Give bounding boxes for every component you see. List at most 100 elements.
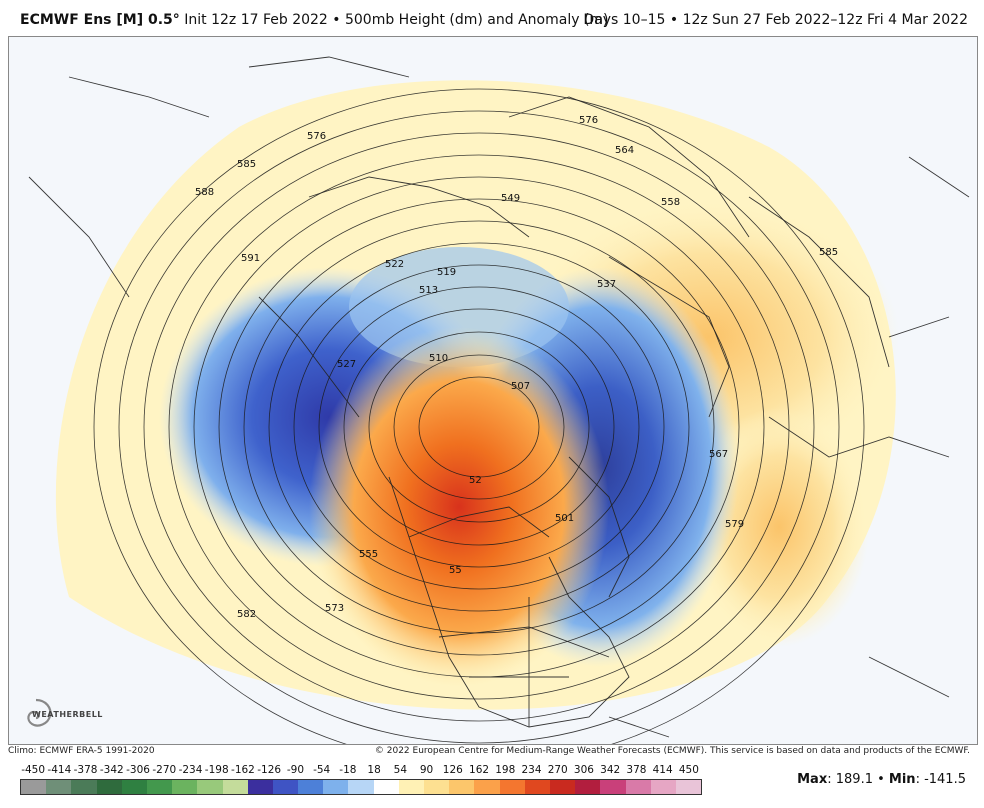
contour-label: 507 — [511, 381, 530, 392]
contour-label: 519 — [437, 267, 456, 278]
colorbar-swatch — [474, 780, 500, 794]
colorbar-swatch — [21, 780, 47, 794]
colorbar-tick-label: 234 — [521, 764, 542, 776]
valid-period: Days 10–15 • 12z Sun 27 Feb 2022–12z Fri… — [583, 12, 968, 28]
contour-label: 537 — [597, 279, 616, 290]
colorbar-swatch — [499, 780, 525, 794]
max-label: Max — [797, 772, 828, 787]
colorbar-tick-label: -198 — [204, 764, 229, 776]
colorbar-swatch — [398, 780, 424, 794]
contour-label: 510 — [429, 353, 448, 364]
contour-label: 582 — [237, 609, 256, 620]
contour-label: 55 — [449, 565, 462, 576]
anomaly-warm-northwest-america — [309, 327, 609, 687]
colorbar-tick-label: 126 — [442, 764, 463, 776]
colorbar-tick-label: 342 — [600, 764, 621, 776]
contour-label: 549 — [501, 193, 520, 204]
colorbar-tick-label: -162 — [231, 764, 255, 776]
contour-label: 501 — [555, 513, 574, 524]
colorbar-swatch — [373, 780, 399, 794]
contour-label: 564 — [615, 145, 634, 156]
colorbar-swatch — [197, 780, 223, 794]
colorbar-swatch — [121, 780, 147, 794]
contour-label: 527 — [337, 359, 356, 370]
contour-label: 585 — [819, 247, 838, 258]
colorbar-tick-label: -342 — [99, 764, 124, 776]
colorbar-swatch — [96, 780, 122, 794]
coastlines — [28, 56, 970, 738]
colorbar-tick-label: -378 — [73, 764, 98, 776]
colorbar — [20, 779, 702, 795]
colorbar-tick-label: 450 — [678, 764, 699, 776]
colorbar-tick-label: -234 — [178, 764, 203, 776]
colorbar-tick-label: 54 — [393, 764, 408, 776]
min-value: -141.5 — [924, 772, 966, 787]
colorbar-swatch — [222, 780, 248, 794]
colorbar-tick-label: -126 — [257, 764, 282, 776]
colorbar-tick-label: 306 — [573, 764, 594, 776]
colorbar-tick-label: -306 — [126, 764, 150, 776]
contour-label: 558 — [661, 197, 680, 208]
credits-bar: Climo: ECMWF ERA-5 1991-2020 © 2022 Euro… — [0, 746, 984, 758]
contour-label: 591 — [241, 253, 260, 264]
colorbar-swatch — [575, 780, 601, 794]
colorbar-tick-label: 414 — [652, 764, 673, 776]
min-label: Min — [888, 772, 916, 787]
contour-label: 576 — [579, 115, 598, 126]
colorbar-swatch — [625, 780, 651, 794]
max-min-stats: Max: 189.1 • Min: -141.5 — [797, 772, 966, 787]
colorbar-tick-label: 198 — [495, 764, 516, 776]
colorbar-swatch — [348, 780, 374, 794]
map-canvas: 576 585 588 591 522 519 513 510 507 527 … — [9, 37, 977, 744]
contour-label: 555 — [359, 549, 378, 560]
colorbar-tick-label: 378 — [626, 764, 647, 776]
colorbar-swatch — [71, 780, 97, 794]
colorbar-tick-label: 90 — [419, 764, 434, 776]
copyright-credit: © 2022 European Centre for Medium-Range … — [374, 746, 970, 756]
colorbar-tick-label: -18 — [339, 764, 357, 776]
colorbar-swatch — [247, 780, 273, 794]
colorbar-swatch — [650, 780, 676, 794]
contour-label: 588 — [195, 187, 214, 198]
degree-symbol: ° — [172, 12, 180, 28]
colorbar-tick-label: 18 — [367, 764, 381, 776]
contour-label: 576 — [307, 131, 326, 142]
contour-label: 579 — [725, 519, 744, 530]
map-description: Init 12z 17 Feb 2022 • 500mb Height (dm)… — [184, 12, 609, 28]
climo-credit: Climo: ECMWF ERA-5 1991-2020 — [8, 746, 155, 756]
colorbar-swatch — [600, 780, 626, 794]
colorbar-tick-label: -450 — [21, 764, 46, 776]
map-header: ECMWF Ens [M] 0.5° Init 12z 17 Feb 2022 … — [0, 0, 984, 34]
colorbar-swatch — [298, 780, 324, 794]
colorbar-swatch — [46, 780, 72, 794]
colorbar-tick-label: -414 — [47, 764, 72, 776]
colorbar-tick-label: 162 — [469, 764, 490, 776]
colorbar-swatch — [524, 780, 550, 794]
contour-label: 513 — [419, 285, 438, 296]
colorbar-tick-label: -54 — [313, 764, 331, 776]
colorbar-tick-label: -270 — [152, 764, 177, 776]
colorbar-swatch — [272, 780, 299, 794]
colorbar-swatch — [549, 780, 576, 794]
weatherbell-logo: WEATHERBELL — [16, 696, 106, 736]
contour-label: 573 — [325, 603, 344, 614]
contour-label-group: 576 585 588 591 522 519 513 510 507 527 … — [195, 115, 838, 620]
contour-label: 52 — [469, 475, 482, 486]
contour-label: 567 — [709, 449, 728, 460]
model-name: ECMWF Ens [M] 0.5 — [20, 12, 173, 28]
colorbar-tick-label: 270 — [547, 764, 568, 776]
colorbar-swatch — [449, 780, 475, 794]
logo-swirl-icon — [27, 698, 52, 727]
map-panel: 576 585 588 591 522 519 513 510 507 527 … — [8, 36, 978, 745]
colorbar-swatch — [172, 780, 198, 794]
logo-text: WEATHERBELL — [32, 710, 103, 719]
contour-label: 522 — [385, 259, 404, 270]
colorbar-tick-labels: -450 -414 -378 -342 -306 -270 -234 -198 -162 -126… — [20, 764, 702, 778]
map-title: ECMWF Ens [M] 0.5° Init 12z 17 Feb 2022 … — [20, 12, 609, 28]
colorbar-swatch — [424, 780, 450, 794]
colorbar-tick-label: -90 — [286, 764, 304, 776]
colorbar-swatch — [146, 780, 173, 794]
colorbar-swatch — [675, 780, 702, 794]
max-value: 189.1 — [835, 772, 873, 787]
colorbar-swatch — [323, 780, 349, 794]
